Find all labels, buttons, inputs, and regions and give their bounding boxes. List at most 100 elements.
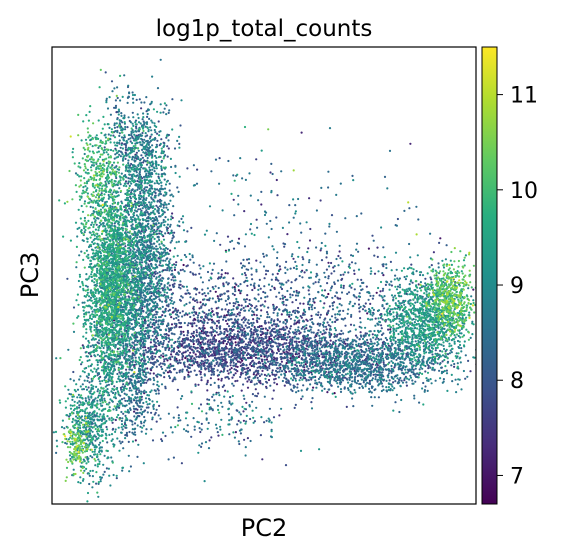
scatter-point (208, 348, 211, 351)
scatter-point (266, 366, 269, 369)
scatter-point (280, 355, 283, 358)
scatter-point (336, 296, 339, 299)
scatter-point (433, 368, 436, 371)
scatter-point (210, 373, 213, 376)
scatter-point (365, 332, 368, 335)
scatter-point (263, 395, 266, 398)
scatter-point (228, 348, 231, 351)
scatter-point (143, 297, 146, 300)
scatter-point (439, 349, 442, 352)
scatter-point (291, 379, 294, 382)
scatter-point (398, 410, 401, 414)
scatter-point (130, 189, 133, 192)
scatter-point (190, 435, 193, 438)
scatter-point (189, 370, 192, 373)
scatter-point (124, 157, 127, 160)
scatter-point (268, 407, 271, 410)
scatter-point (150, 356, 153, 359)
scatter-point (177, 315, 180, 318)
scatter-point (179, 330, 183, 333)
scatter-point (358, 386, 361, 389)
scatter-point (189, 339, 192, 342)
scatter-point (269, 332, 272, 335)
scatter-point (146, 115, 149, 118)
scatter-point (370, 391, 373, 394)
scatter-point (339, 257, 342, 260)
scatter-point (116, 372, 119, 376)
scatter-point (297, 326, 300, 329)
scatter-point (178, 359, 181, 362)
scatter-point (167, 348, 170, 352)
scatter-point (133, 431, 136, 434)
scatter-point (319, 199, 322, 202)
scatter-point (342, 361, 345, 365)
scatter-point (298, 340, 301, 344)
scatter-point (261, 458, 264, 461)
scatter-point (115, 477, 118, 480)
scatter-point (375, 366, 378, 369)
scatter-point (413, 394, 416, 397)
scatter-point (263, 373, 266, 376)
scatter-point (237, 336, 240, 339)
scatter-point (309, 227, 312, 231)
scatter-point (267, 354, 270, 357)
scatter-point (202, 329, 205, 332)
scatter-point (206, 343, 209, 346)
scatter-point (182, 263, 185, 267)
scatter-point (257, 333, 260, 336)
scatter-point (247, 366, 250, 370)
scatter-point (227, 296, 230, 300)
scatter-point (166, 155, 169, 158)
scatter-point (271, 373, 274, 376)
scatter-point (243, 345, 246, 348)
scatter-point (340, 291, 344, 294)
scatter-point (259, 341, 262, 344)
scatter-point (226, 376, 229, 379)
scatter-point (259, 382, 262, 385)
scatter-point (191, 272, 194, 275)
scatter-point (144, 359, 147, 362)
scatter-point (254, 327, 257, 330)
scatter-point (207, 363, 211, 366)
scatter-point (240, 318, 243, 321)
scatter-point (380, 324, 383, 327)
scatter-point (305, 369, 308, 372)
scatter-point (97, 342, 101, 345)
scatter-point (323, 318, 326, 321)
scatter-point (265, 352, 268, 355)
scatter-point (324, 331, 327, 334)
scatter-point (405, 381, 408, 384)
scatter-point (110, 80, 114, 83)
scatter-point (429, 276, 432, 279)
scatter-point (233, 214, 236, 217)
scatter-point (370, 340, 373, 343)
scatter-point (179, 333, 182, 336)
scatter-point (259, 350, 262, 353)
scatter-point (122, 383, 125, 386)
scatter-point (399, 368, 403, 371)
scatter-point (192, 342, 195, 346)
scatter-point (310, 356, 313, 359)
scatter-point (287, 279, 290, 282)
scatter-point (276, 194, 279, 197)
scatter-point (148, 265, 151, 268)
scatter-point (218, 157, 221, 160)
scatter-point (209, 338, 212, 341)
scatter-point (186, 334, 189, 337)
scatter-point (376, 364, 379, 367)
scatter-point (296, 386, 299, 389)
scatter-point (169, 249, 172, 252)
scatter-point (193, 346, 196, 349)
scatter-point (292, 386, 295, 389)
scatter-point (141, 118, 144, 121)
scatter-point (250, 360, 254, 363)
scatter-point (120, 398, 124, 401)
scatter-point (156, 360, 159, 363)
scatter-point (170, 316, 173, 319)
scatter-point (414, 380, 417, 383)
scatter-point (245, 276, 248, 279)
scatter-point (293, 335, 297, 338)
scatter-point (136, 411, 139, 415)
scatter-point (198, 370, 201, 373)
scatter-point (217, 434, 220, 437)
